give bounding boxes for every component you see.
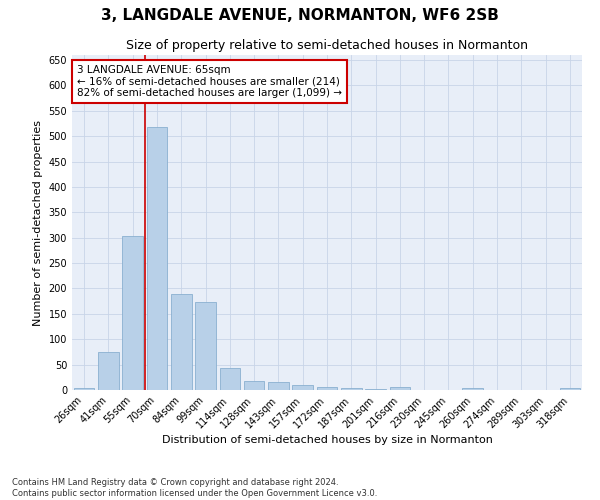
Bar [220,368,240,390]
Bar [268,382,289,390]
Bar [560,388,580,390]
Bar [195,302,216,390]
Bar [122,236,143,390]
X-axis label: Distribution of semi-detached houses by size in Normanton: Distribution of semi-detached houses by … [161,436,493,446]
Text: Contains HM Land Registry data © Crown copyright and database right 2024.
Contai: Contains HM Land Registry data © Crown c… [12,478,377,498]
Bar [146,126,167,390]
Bar [244,382,265,390]
Bar [74,388,94,390]
Bar [389,387,410,390]
Text: 3, LANGDALE AVENUE, NORMANTON, WF6 2SB: 3, LANGDALE AVENUE, NORMANTON, WF6 2SB [101,8,499,22]
Bar [292,385,313,390]
Bar [98,352,119,390]
Bar [463,388,483,390]
Title: Size of property relative to semi-detached houses in Normanton: Size of property relative to semi-detach… [126,40,528,52]
Bar [317,388,337,390]
Text: 3 LANGDALE AVENUE: 65sqm
← 16% of semi-detached houses are smaller (214)
82% of : 3 LANGDALE AVENUE: 65sqm ← 16% of semi-d… [77,65,342,98]
Y-axis label: Number of semi-detached properties: Number of semi-detached properties [33,120,43,326]
Bar [341,388,362,390]
Bar [171,294,191,390]
